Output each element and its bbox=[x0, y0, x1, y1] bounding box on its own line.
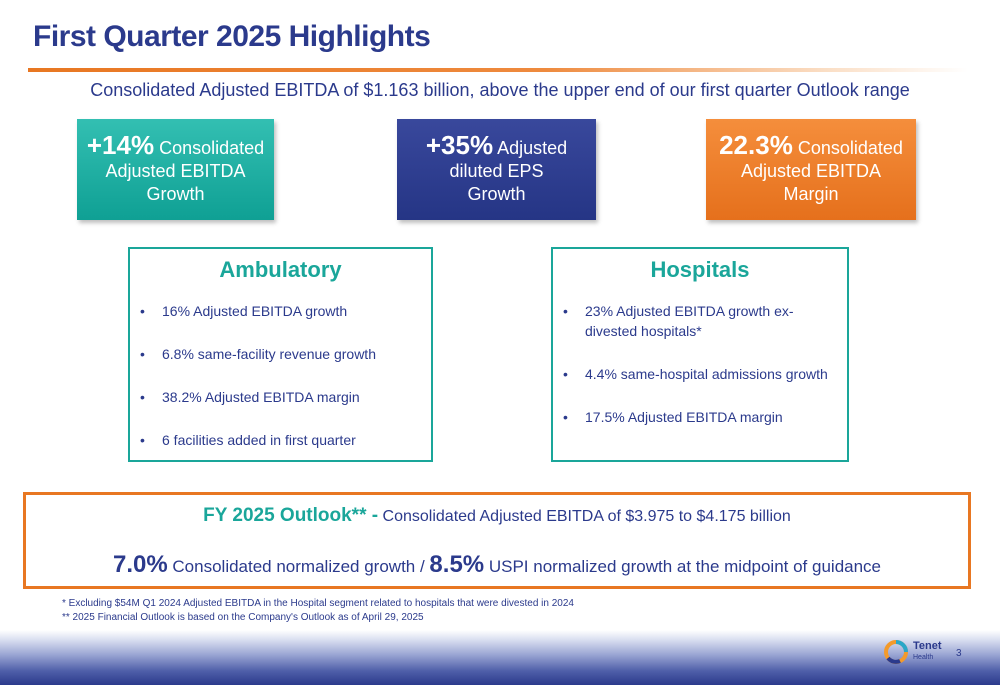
footnote-1: * Excluding $54M Q1 2024 Adjusted EBITDA… bbox=[62, 598, 574, 609]
list-item: • 4.4% same-hospital admissions growth bbox=[563, 364, 837, 384]
hospitals-title: Hospitals bbox=[650, 257, 750, 282]
bullet: • bbox=[563, 303, 568, 319]
outlook-label: FY 2025 Outlook** - bbox=[203, 505, 379, 526]
kpi-value: +35% bbox=[425, 129, 494, 160]
bullet: • bbox=[140, 303, 145, 319]
kpi-eps-growth: +35% Adjusted diluted EPS Growth bbox=[397, 119, 596, 220]
list-item: • 6 facilities added in first quarter bbox=[140, 430, 421, 450]
bullet: • bbox=[140, 389, 145, 405]
kpi-value: 22.3% bbox=[719, 129, 793, 160]
bullet: • bbox=[140, 346, 145, 362]
kpi-ebitda-growth: +14% Consolidated Adjusted EBITDA Growth bbox=[77, 119, 274, 220]
list-item: • 16% Adjusted EBITDA growth bbox=[140, 301, 421, 321]
kpi-label-line1: Consolidated bbox=[792, 137, 903, 158]
list-item: • 38.2% Adjusted EBITDA margin bbox=[140, 387, 421, 407]
kpi-label-line2: Adjusted EBITDA bbox=[740, 160, 882, 181]
kpi-value: +14% bbox=[86, 129, 155, 160]
kpi-label-line3: Growth bbox=[146, 183, 205, 204]
logo-name: Tenet bbox=[913, 640, 942, 652]
list-item: • 6.8% same-facility revenue growth bbox=[140, 344, 421, 364]
list-item-text: 17.5% Adjusted EBITDA margin bbox=[585, 409, 783, 425]
footnote-2: ** 2025 Financial Outlook is based on th… bbox=[62, 612, 424, 623]
outlook-line-2: 7.0% Consolidated normalized growth / 8.… bbox=[26, 551, 968, 579]
list-item-text: 4.4% same-hospital admissions growth bbox=[585, 366, 828, 382]
outlook-text-2: Consolidated normalized growth / bbox=[167, 557, 430, 576]
outlook-text-3: USPI normalized growth at the midpoint o… bbox=[484, 557, 882, 576]
list-item: • 17.5% Adjusted EBITDA margin bbox=[563, 407, 837, 427]
kpi-label-line2: diluted EPS bbox=[449, 160, 544, 181]
bullet: • bbox=[563, 409, 568, 425]
outlook-pct-uspi: 8.5% bbox=[429, 551, 485, 578]
kpi-label-line1: Consolidated bbox=[154, 137, 265, 158]
outlook-line-1: FY 2025 Outlook** - Consolidated Adjuste… bbox=[26, 505, 968, 527]
list-item: • 23% Adjusted EBITDA growth ex-divested … bbox=[563, 301, 837, 341]
page-number: 3 bbox=[956, 648, 962, 659]
kpi-label-line3: Growth bbox=[467, 183, 526, 204]
hospitals-list: • 23% Adjusted EBITDA growth ex-divested … bbox=[553, 301, 847, 427]
page-title: First Quarter 2025 Highlights bbox=[33, 20, 431, 53]
outlook-box: FY 2025 Outlook** - Consolidated Adjuste… bbox=[23, 492, 971, 589]
list-item-text: 38.2% Adjusted EBITDA margin bbox=[162, 389, 360, 405]
hospitals-panel: Hospitals • 23% Adjusted EBITDA growth ex… bbox=[551, 247, 849, 462]
ambulatory-panel: Ambulatory • 16% Adjusted EBITDA growth •… bbox=[128, 247, 433, 462]
list-item-text: 23% Adjusted EBITDA growth ex-divested h… bbox=[585, 303, 794, 339]
subtitle: Consolidated Adjusted EBITDA of $1.163 b… bbox=[90, 80, 910, 100]
bullet: • bbox=[563, 366, 568, 382]
list-item-text: 6 facilities added in first quarter bbox=[162, 432, 356, 448]
footer-band bbox=[0, 630, 1000, 685]
kpi-label-line1: Adjusted bbox=[493, 137, 568, 158]
kpi-ebitda-margin: 22.3% Consolidated Adjusted EBITDA Margi… bbox=[706, 119, 916, 220]
kpi-label-line3: Margin bbox=[783, 183, 839, 204]
kpi-label-line2: Adjusted EBITDA bbox=[105, 160, 246, 181]
ambulatory-list: • 16% Adjusted EBITDA growth • 6.8% same-f… bbox=[130, 301, 431, 450]
outlook-pct-consolidated: 7.0% bbox=[112, 551, 168, 578]
ambulatory-title: Ambulatory bbox=[219, 257, 342, 282]
list-item-text: 16% Adjusted EBITDA growth bbox=[162, 303, 348, 319]
bullet: • bbox=[140, 432, 145, 448]
title-divider bbox=[28, 68, 968, 72]
tenet-logo-icon bbox=[884, 640, 908, 664]
outlook-text: Consolidated Adjusted EBITDA of $3.975 t… bbox=[378, 508, 791, 525]
logo-sub: Health bbox=[913, 654, 934, 661]
list-item-text: 6.8% same-facility revenue growth bbox=[162, 346, 376, 362]
